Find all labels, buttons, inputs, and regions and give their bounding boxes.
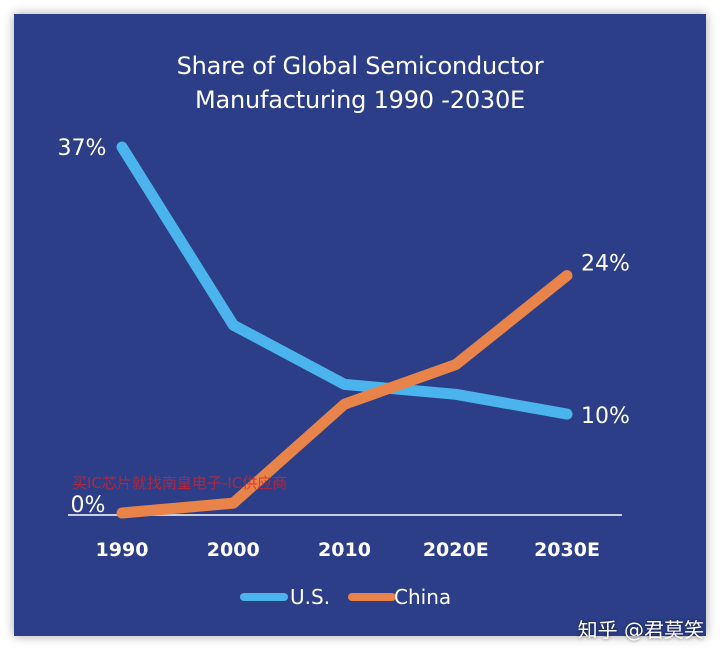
data-label: 0% xyxy=(71,493,106,518)
x-tick-label: 2020E xyxy=(423,539,489,561)
series-line-china xyxy=(116,270,573,519)
data-label: 37% xyxy=(58,136,107,161)
legend-label: China xyxy=(394,585,451,609)
data-label: 10% xyxy=(581,404,630,429)
chart-title-line-2: Manufacturing 1990 -2030E xyxy=(194,86,526,114)
data-label: 24% xyxy=(581,252,630,277)
legend-label: U.S. xyxy=(290,585,330,609)
x-tick-label: 2000 xyxy=(207,539,260,561)
x-tick-label: 2010 xyxy=(318,539,371,561)
chart-panel xyxy=(14,14,706,636)
series-line-us xyxy=(116,141,573,420)
x-tick-label: 1990 xyxy=(96,539,149,561)
overlay-watermark-text: 买IC芯片就找南皇电子-IC供应商 xyxy=(72,474,288,492)
chart-title-line-1: Share of Global Semiconductor xyxy=(176,52,544,80)
x-tick-label: 2030E xyxy=(534,539,600,561)
credit-watermark: 知乎 @君莫笑 xyxy=(577,618,704,642)
